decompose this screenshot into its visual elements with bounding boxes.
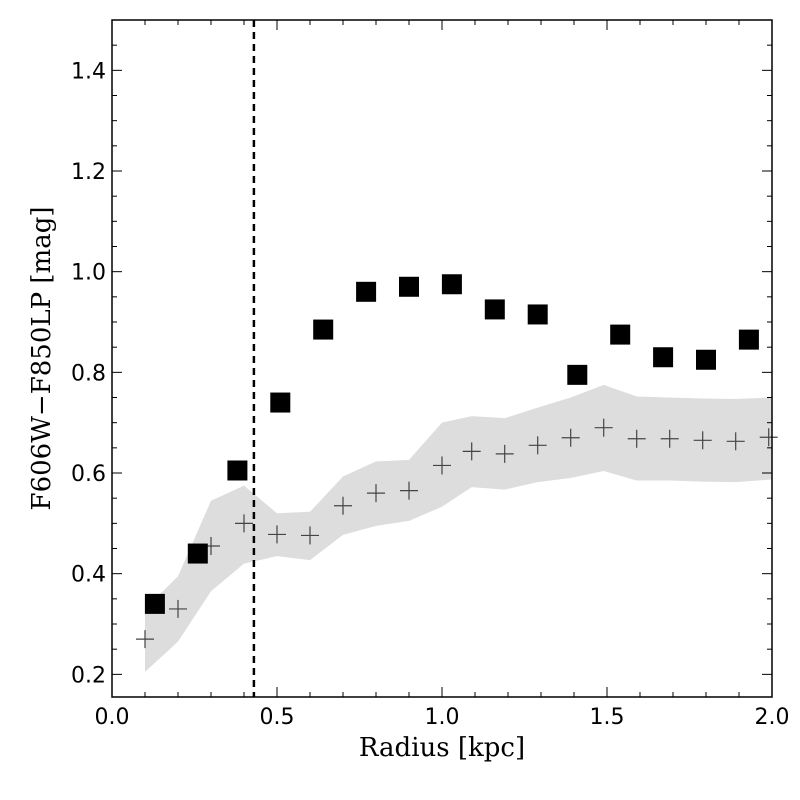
plus-marker: [301, 526, 319, 545]
square-marker: [399, 276, 419, 297]
x-tick-label: 0.0: [95, 705, 130, 730]
square-marker: [144, 593, 165, 614]
plus-marker: [136, 630, 154, 649]
y-tick-label: 1.0: [71, 261, 106, 286]
y-tick-label: 0.2: [71, 663, 106, 688]
square-marker: [696, 349, 716, 370]
plus-marker: [726, 432, 745, 451]
square-marker: [227, 460, 248, 481]
square-marker: [270, 392, 291, 413]
plus-marker: [433, 456, 451, 475]
plus-marker: [528, 436, 547, 455]
y-axis-label: F606W−F850LP [mag]: [27, 207, 57, 511]
y-tick-label: 1.4: [71, 59, 106, 84]
plus-marker: [462, 442, 481, 461]
square-marker: [356, 281, 377, 302]
square-marker: [187, 543, 208, 564]
x-tick-label: 1.0: [425, 705, 460, 730]
y-tick-label: 0.8: [71, 361, 106, 386]
shaded-band: [145, 384, 772, 672]
square-marker: [313, 319, 334, 340]
square-series-layer: [144, 274, 759, 614]
x-tick-label: 1.5: [590, 705, 625, 730]
plus-marker: [693, 431, 712, 450]
square-marker: [610, 324, 631, 345]
plus-marker: [561, 428, 580, 447]
plus-marker: [627, 429, 646, 448]
plus-marker: [400, 481, 418, 500]
tick-labels: 0.0 0.5 1.0 1.5 2.0 0.2 0.4 0.6 0.8 1.0 1.2 1.4: [71, 59, 790, 730]
square-marker: [527, 304, 548, 325]
plus-marker: [759, 428, 778, 447]
x-tick-label: 0.5: [260, 705, 295, 730]
x-axis-label: Radius [kpc]: [359, 733, 525, 763]
plus-marker: [367, 484, 385, 503]
y-tick-label: 0.4: [71, 563, 106, 588]
tick-marks: [111, 19, 773, 697]
plus-marker: [495, 444, 514, 463]
plus-marker: [334, 496, 352, 515]
plus-marker: [268, 525, 286, 544]
plus-marker: [594, 418, 613, 437]
square-marker: [567, 364, 588, 385]
y-tick-label: 1.2: [71, 160, 106, 185]
square-marker: [441, 274, 462, 295]
plus-marker: [169, 599, 187, 618]
square-marker: [653, 347, 674, 368]
plus-marker: [660, 429, 679, 448]
shaded-band-layer: [145, 384, 772, 672]
square-marker: [484, 299, 505, 320]
x-tick-label: 2.0: [755, 705, 790, 730]
y-tick-label: 0.6: [71, 462, 106, 487]
square-marker: [738, 329, 759, 350]
plus-marker: [235, 514, 253, 533]
